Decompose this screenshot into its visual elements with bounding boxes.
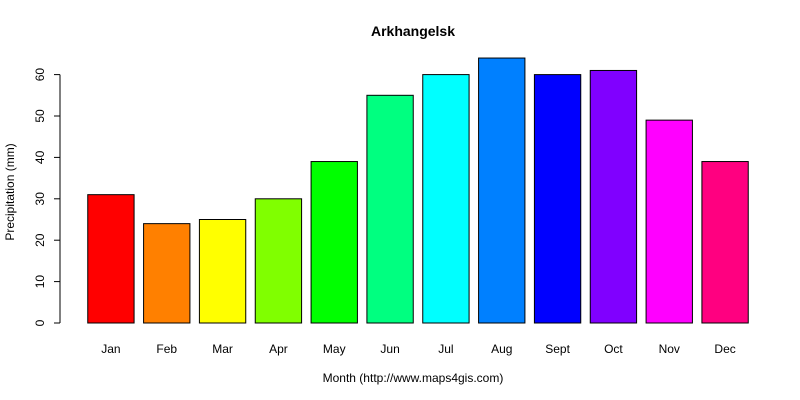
bars-group (87, 57, 749, 324)
y-tick-label: 30 (33, 192, 47, 206)
bar-sept (533, 74, 582, 324)
y-axis: 0 10 20 30 40 50 60 (33, 68, 61, 326)
x-tick-label: Aug (491, 342, 512, 356)
bar-mar (198, 219, 247, 324)
x-tick-label: Mar (212, 342, 233, 356)
bar-may (310, 161, 358, 324)
y-tick-label: 60 (33, 68, 47, 82)
x-tick-label: Feb (156, 342, 177, 356)
x-tick-label: Nov (659, 342, 680, 356)
x-tick-label: Apr (269, 342, 288, 356)
bar-feb (143, 223, 191, 324)
x-tick-label: May (323, 342, 346, 356)
x-axis-label: Month (http://www.maps4gis.com) (323, 371, 504, 385)
bar-nov (645, 119, 693, 324)
x-tick-label: Jan (101, 342, 120, 356)
y-tick-label: 10 (33, 275, 47, 289)
bar-aug (478, 57, 526, 324)
y-tick-label: 0 (33, 319, 47, 326)
x-tick-label: Oct (604, 342, 623, 356)
bar-oct (589, 69, 638, 324)
x-tick-label: Dec (714, 342, 735, 356)
chart-title: Arkhangelsk (371, 23, 455, 39)
bar-jan (87, 194, 135, 324)
y-tick-label: 20 (33, 233, 47, 247)
bar-jun (366, 94, 414, 324)
x-tick-label: Jun (380, 342, 399, 356)
x-tick-labels: Jan Feb Mar Apr May Jun Jul Aug Sept Oct Nov Dec (101, 342, 736, 356)
x-tick-label: Sept (545, 342, 570, 356)
y-tick-label: 40 (33, 150, 47, 164)
bar-jul (422, 74, 470, 324)
x-tick-label: Jul (438, 342, 453, 356)
bar-dec (701, 161, 749, 324)
y-tick-label: 50 (33, 109, 47, 123)
y-axis-label: Precipitation (mm) (3, 143, 17, 240)
bar-apr (254, 198, 303, 324)
